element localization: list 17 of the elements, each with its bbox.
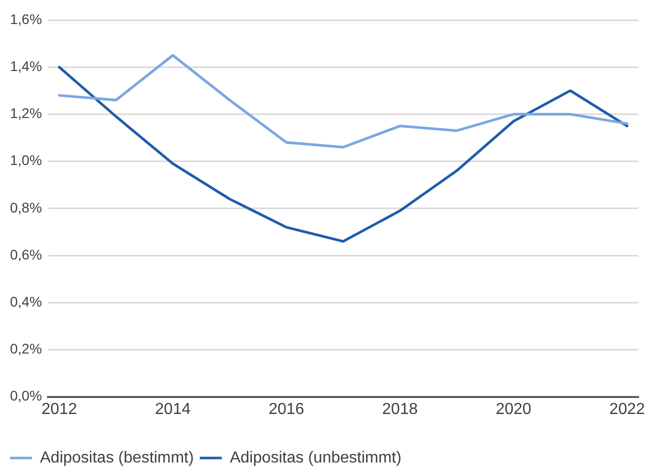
y-tick-label: 0,2% — [10, 340, 42, 357]
legend-label: Adipositas (unbestimmt) — [230, 449, 402, 466]
y-tick-label: 1,0% — [10, 152, 42, 168]
x-tick-label: 2014 — [155, 400, 191, 418]
x-tick-label: 2020 — [496, 400, 532, 418]
y-tick-label: 0,8% — [10, 199, 42, 216]
x-tick-label: 2016 — [268, 400, 304, 418]
y-tick-label: 0,4% — [10, 293, 42, 310]
y-tick-label: 1,6% — [10, 10, 42, 27]
x-tick-label: 2018 — [382, 400, 418, 418]
y-tick-label: 0,0% — [10, 388, 42, 404]
legend-label: Adipositas (bestimmt) — [40, 449, 194, 466]
y-tick-label: 1,2% — [10, 105, 42, 122]
y-tick-label: 1,4% — [10, 58, 42, 74]
y-tick-label: 0,6% — [10, 246, 42, 262]
x-tick-label: 2022 — [609, 400, 645, 418]
x-tick-label: 2012 — [41, 400, 78, 418]
